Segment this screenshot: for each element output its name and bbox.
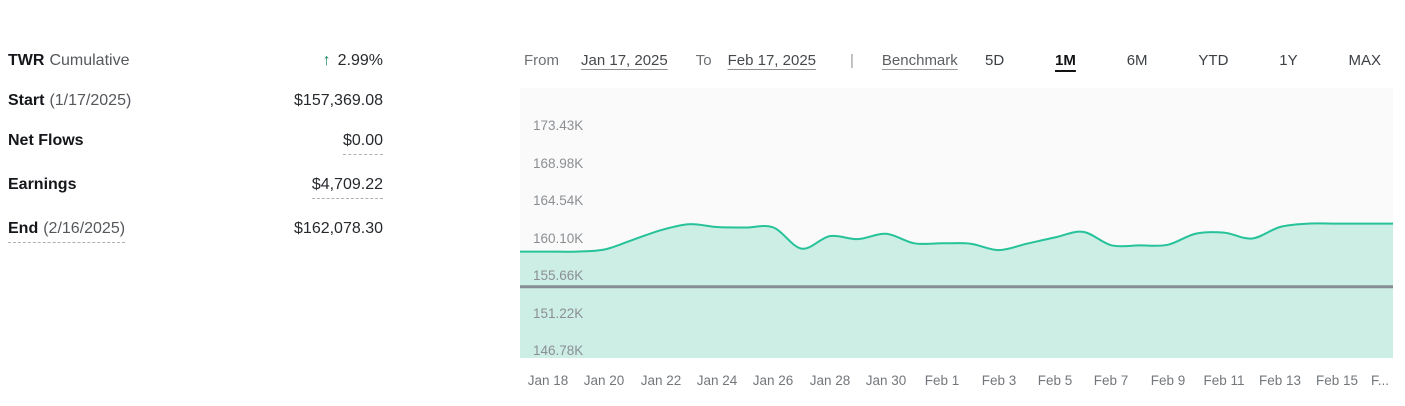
twr-row: TWR Cumulative ↑ 2.99% <box>8 50 383 71</box>
range-selector: 5D 1M 6M YTD 1Y MAX <box>985 52 1381 69</box>
benchmark-button[interactable]: Benchmark <box>881 52 958 69</box>
x-axis-label: Jan 24 <box>696 373 738 388</box>
chart-header: From Jan 17, 2025 To Feb 17, 2025 | Benc… <box>524 52 958 69</box>
from-label: From <box>524 52 559 69</box>
earnings-value: $4,709.22 <box>311 174 383 199</box>
summary-panel: TWR Cumulative ↑ 2.99% Start (1/17/2025) $1… <box>8 50 383 262</box>
range-button-1y[interactable]: 1Y <box>1279 52 1298 69</box>
end-label: End (2/16/2025) <box>8 218 126 243</box>
start-row: Start (1/17/2025) $157,369.08 <box>8 90 383 111</box>
up-arrow-icon: ↑ <box>322 52 331 69</box>
x-axis-label: Feb 13 <box>1258 373 1302 388</box>
to-date-button[interactable]: Feb 17, 2025 <box>727 52 816 69</box>
x-axis-label: Feb 3 <box>981 373 1017 388</box>
net-flows-value: $0.00 <box>342 130 383 155</box>
from-date-button[interactable]: Jan 17, 2025 <box>581 52 668 69</box>
range-button-5d[interactable]: 5D <box>985 52 1005 69</box>
x-axis-label: Feb 1 <box>924 373 960 388</box>
twr-value: ↑ 2.99% <box>323 50 383 71</box>
x-axis: Jan 18 Jan 20 Jan 22 Jan 24 Jan 26 Jan 28 Jan … <box>520 373 1393 391</box>
end-row: End (2/16/2025) $162,078.30 <box>8 218 383 243</box>
earnings-label-bold: Earnings <box>8 176 77 193</box>
x-axis-label: Feb 7 <box>1093 373 1129 388</box>
range-button-6m[interactable]: 6M <box>1126 52 1148 69</box>
range-button-ytd[interactable]: YTD <box>1198 52 1229 69</box>
earnings-row: Earnings $4,709.22 <box>8 174 383 199</box>
range-button-max[interactable]: MAX <box>1348 52 1381 69</box>
x-axis-label: Jan 18 <box>527 373 569 388</box>
range-button-1m[interactable]: 1M <box>1055 52 1076 69</box>
start-label-sub: (1/17/2025) <box>49 92 132 109</box>
end-value: $162,078.30 <box>294 220 383 237</box>
twr-label-bold: TWR <box>8 52 45 69</box>
chart-line <box>520 222 1393 253</box>
end-label-bold: End <box>8 220 39 237</box>
twr-label: TWR Cumulative <box>8 50 129 71</box>
x-axis-label: Jan 26 <box>752 373 794 388</box>
twr-label-sub: Cumulative <box>49 52 130 69</box>
x-axis-label: Feb 5 <box>1037 373 1073 388</box>
x-axis-label: Jan 20 <box>583 373 625 388</box>
x-axis-label: Jan 22 <box>640 373 682 388</box>
x-axis-label: Jan 28 <box>809 373 851 388</box>
x-axis-label: Feb 15 <box>1315 373 1359 388</box>
twr-percent: 2.99% <box>337 52 383 69</box>
net-flows-label: Net Flows <box>8 130 84 151</box>
chart-canvas[interactable]: 173.43K 168.98K 164.54K 160.10K 155.66K 151.2… <box>520 88 1393 358</box>
x-axis-label: Feb 11 <box>1203 373 1245 388</box>
start-label: Start (1/17/2025) <box>8 90 131 111</box>
net-flows-label-bold: Net Flows <box>8 132 84 149</box>
area-chart[interactable] <box>520 88 1393 358</box>
earnings-label: Earnings <box>8 174 76 195</box>
separator: | <box>850 52 854 69</box>
end-label-sub: (2/16/2025) <box>43 220 126 237</box>
start-value: $157,369.08 <box>294 92 383 109</box>
net-flows-row: Net Flows $0.00 <box>8 130 383 155</box>
x-axis-label: Feb 9 <box>1150 373 1186 388</box>
start-label-bold: Start <box>8 92 45 109</box>
x-axis-label: Jan 30 <box>865 373 907 388</box>
chart-area-fill <box>520 223 1393 358</box>
x-axis-label: F... <box>1370 373 1390 388</box>
to-label: To <box>695 52 712 69</box>
